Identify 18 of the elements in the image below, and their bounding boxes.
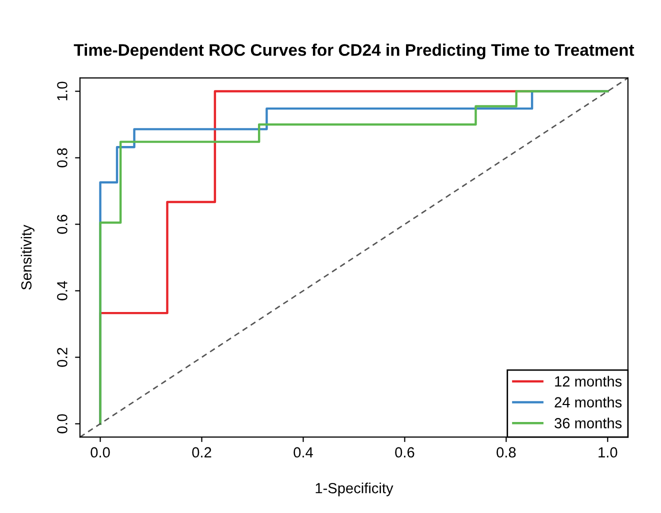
legend-label: 12 months [555, 376, 622, 387]
y-axis-title: Sensitivity [20, 224, 34, 290]
legend-label: 36 months [554, 418, 622, 428]
chart-title: Time-Dependent ROC Curves for CD24 in Predicting Time to Treatment [74, 44, 634, 60]
y-tick-label: 1.0 [57, 82, 68, 100]
x-tick-label: 0.2 [192, 447, 212, 458]
y-tick-label: 0.4 [57, 281, 68, 300]
legend-label: 24 months [554, 396, 622, 408]
x-tick-label: 0.0 [90, 447, 110, 458]
y-tick-label: 0.8 [57, 148, 68, 168]
x-tick-label: 0.8 [496, 447, 516, 458]
x-axis-title: 1-Specificity [316, 482, 394, 496]
y-tick-label: 0.6 [57, 214, 68, 234]
x-tick-label: 1.0 [598, 447, 618, 458]
y-tick-label: 0.2 [57, 348, 68, 367]
x-tick-label: 0.6 [395, 447, 414, 458]
y-tick-label: 0.0 [57, 414, 68, 434]
x-tick-label: 0.4 [294, 447, 313, 458]
